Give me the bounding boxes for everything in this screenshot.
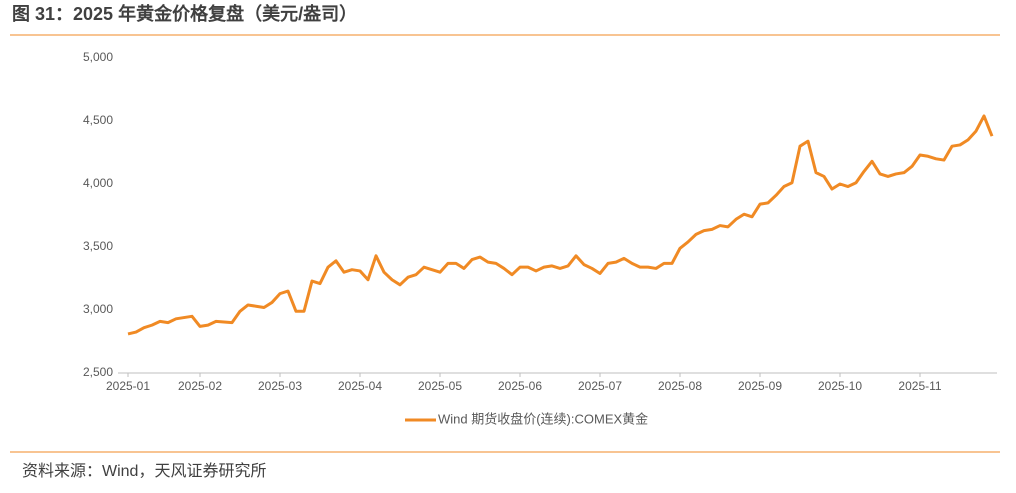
x-tick-label: 2025-01 <box>106 379 150 393</box>
y-tick-label: 4,500 <box>83 113 113 127</box>
x-tick-label: 2025-05 <box>418 379 462 393</box>
y-tick-label: 4,000 <box>83 176 113 190</box>
y-tick-label: 2,500 <box>83 365 113 379</box>
y-tick-label: 3,000 <box>83 302 113 316</box>
y-tick-label: 5,000 <box>83 50 113 64</box>
x-tick-label: 2025-02 <box>178 379 222 393</box>
x-tick-label: 2025-07 <box>578 379 622 393</box>
x-tick-label: 2025-04 <box>338 379 382 393</box>
chart-title: 图 31：2025 年黄金价格复盘（美元/盎司） <box>12 3 357 24</box>
x-tick-label: 2025-06 <box>498 379 542 393</box>
y-tick-label: 3,500 <box>83 239 113 253</box>
x-tick-label: 2025-10 <box>818 379 862 393</box>
legend-label: Wind 期货收盘价(连续):COMEX黄金 <box>438 411 648 426</box>
x-tick-label: 2025-03 <box>258 379 302 393</box>
x-tick-label: 2025-11 <box>898 379 941 393</box>
source: 资料来源：Wind，天风证券研究所 <box>22 462 266 480</box>
x-tick-label: 2025-08 <box>658 379 702 393</box>
x-tick-label: 2025-09 <box>738 379 782 393</box>
line <box>127 114 994 336</box>
